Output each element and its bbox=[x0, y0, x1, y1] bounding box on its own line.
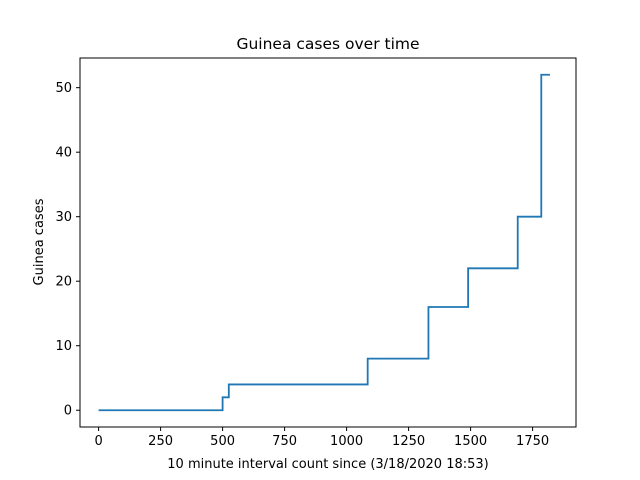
series-line bbox=[98, 73, 550, 412]
x-tick-label: 500 bbox=[210, 434, 235, 449]
y-tick-label: 50 bbox=[55, 81, 72, 96]
x-tick-label: 1500 bbox=[454, 434, 487, 449]
x-axis: 0 250 500 750 1000 1250 1500 1750 bbox=[94, 427, 549, 449]
y-axis-title: Guinea cases bbox=[32, 198, 47, 285]
x-tick-label: 250 bbox=[148, 434, 173, 449]
y-tick-label: 10 bbox=[55, 339, 72, 354]
y-axis: 0 10 20 30 40 50 bbox=[55, 81, 80, 419]
x-tick-label: 1000 bbox=[330, 434, 363, 449]
plot-frame bbox=[79, 57, 577, 428]
chart-title: Guinea cases over time bbox=[236, 35, 419, 53]
x-tick-label: 0 bbox=[94, 434, 102, 449]
y-tick-label: 0 bbox=[64, 404, 72, 419]
plot-area bbox=[98, 73, 550, 412]
y-tick-label: 40 bbox=[55, 146, 72, 161]
y-tick-label: 20 bbox=[55, 275, 72, 290]
x-tick-label: 1250 bbox=[392, 434, 425, 449]
y-tick-label: 30 bbox=[55, 210, 72, 225]
x-tick-label: 1750 bbox=[516, 434, 549, 449]
x-tick-label: 750 bbox=[272, 434, 297, 449]
x-axis-title: 10 minute interval count since (3/18/202… bbox=[167, 457, 488, 472]
